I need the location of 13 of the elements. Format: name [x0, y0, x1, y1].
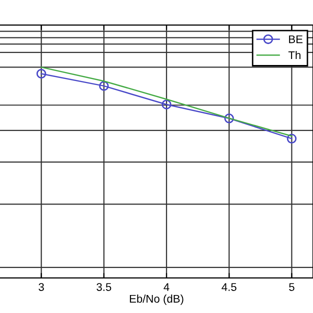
point: [99, 81, 109, 91]
x-tick-label: 3.5: [96, 283, 112, 291]
point: [36, 68, 46, 79]
x-tick-label: 4.5: [222, 283, 236, 291]
point: [224, 114, 234, 124]
x-tick-label: 3: [38, 283, 44, 291]
x-tick-label: 5: [289, 283, 294, 291]
legend-label: BE: [289, 35, 303, 44]
x-axis-title: Eb/No (dB): [130, 294, 184, 305]
legend-label: Th: [288, 50, 300, 60]
point: [286, 134, 297, 144]
x-tick-label: 4: [164, 283, 170, 291]
point: [162, 100, 172, 110]
